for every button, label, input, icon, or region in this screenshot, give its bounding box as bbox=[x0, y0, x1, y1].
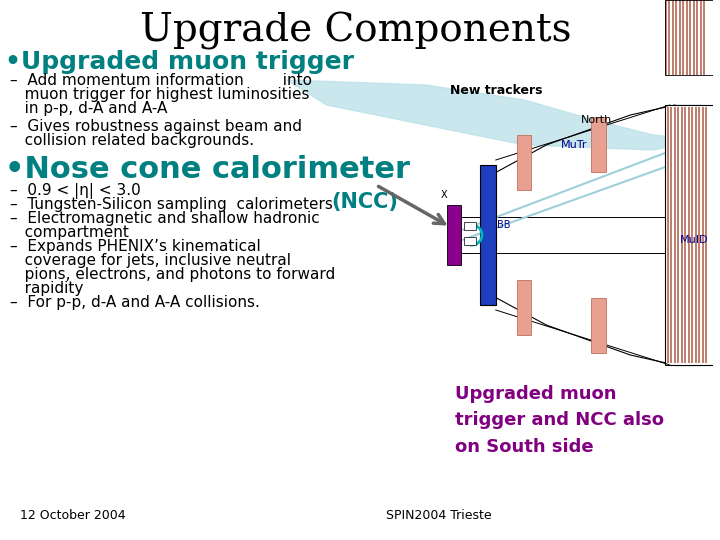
Text: –  Gives robustness against beam and: – Gives robustness against beam and bbox=[10, 119, 302, 134]
Bar bbox=[674, 107, 676, 363]
Text: BB: BB bbox=[497, 220, 510, 230]
Bar bbox=[516, 135, 531, 190]
Text: pions, electrons, and photons to forward: pions, electrons, and photons to forward bbox=[10, 267, 335, 282]
Bar bbox=[668, 0, 670, 75]
Bar bbox=[701, 107, 703, 363]
Bar bbox=[464, 237, 476, 245]
Text: (NCC): (NCC) bbox=[331, 192, 398, 212]
Bar bbox=[678, 107, 680, 363]
Text: SPIN2004 Trieste: SPIN2004 Trieste bbox=[386, 509, 492, 522]
Bar bbox=[672, 0, 674, 75]
Text: New trackers: New trackers bbox=[450, 84, 543, 97]
Text: –  For p-p, d-A and A-A collisions.: – For p-p, d-A and A-A collisions. bbox=[10, 295, 260, 310]
Bar bbox=[693, 0, 695, 75]
Bar bbox=[700, 0, 701, 75]
Polygon shape bbox=[287, 80, 703, 150]
Bar bbox=[684, 107, 686, 363]
Bar bbox=[695, 107, 697, 363]
Text: muon trigger for highest luminosities: muon trigger for highest luminosities bbox=[10, 87, 310, 102]
Bar bbox=[689, 0, 691, 75]
Bar bbox=[665, 0, 716, 75]
Bar bbox=[688, 107, 690, 363]
Bar bbox=[591, 117, 606, 172]
Text: •Nose cone calorimeter: •Nose cone calorimeter bbox=[5, 155, 410, 184]
Bar bbox=[681, 107, 683, 363]
Bar bbox=[464, 222, 476, 230]
Text: –  Add momentum information        into: – Add momentum information into bbox=[10, 73, 312, 88]
Bar bbox=[703, 0, 705, 75]
Text: compartment: compartment bbox=[10, 225, 129, 240]
Bar bbox=[447, 205, 461, 265]
Text: 12 October 2004: 12 October 2004 bbox=[19, 509, 125, 522]
Text: –  Tungsten-Silicon sampling  calorimeters: – Tungsten-Silicon sampling calorimeters bbox=[10, 197, 333, 212]
Text: MuTr: MuTr bbox=[561, 140, 588, 150]
Bar bbox=[480, 165, 496, 305]
Text: in p-p, d-A and A-A: in p-p, d-A and A-A bbox=[10, 101, 167, 116]
Bar bbox=[698, 107, 700, 363]
Text: –  Electromagnetic and shallow hadronic: – Electromagnetic and shallow hadronic bbox=[10, 211, 320, 226]
Bar bbox=[591, 298, 606, 353]
Bar bbox=[670, 107, 672, 363]
Text: collision related backgrounds.: collision related backgrounds. bbox=[10, 133, 254, 148]
Text: –  0.9 < |η| < 3.0: – 0.9 < |η| < 3.0 bbox=[10, 183, 140, 199]
Text: X: X bbox=[441, 190, 447, 200]
Text: rapidity: rapidity bbox=[10, 281, 84, 296]
Text: •Upgraded muon trigger: •Upgraded muon trigger bbox=[5, 50, 354, 74]
Bar bbox=[685, 0, 688, 75]
Bar bbox=[705, 107, 707, 363]
Bar bbox=[665, 105, 714, 365]
Text: Upgraded muon
trigger and NCC also
on South side: Upgraded muon trigger and NCC also on So… bbox=[455, 385, 665, 456]
Text: coverage for jets, inclusive neutral: coverage for jets, inclusive neutral bbox=[10, 253, 291, 268]
Text: North: North bbox=[581, 115, 612, 125]
Bar bbox=[516, 280, 531, 335]
Bar bbox=[696, 0, 698, 75]
Text: Upgrade Components: Upgrade Components bbox=[140, 12, 572, 50]
Bar bbox=[667, 107, 669, 363]
Bar bbox=[683, 0, 684, 75]
Bar bbox=[679, 0, 681, 75]
Bar bbox=[714, 100, 720, 370]
Text: MuID: MuID bbox=[680, 235, 708, 245]
Bar bbox=[665, 0, 667, 75]
Text: –  Expands PHENIX’s kinematical: – Expands PHENIX’s kinematical bbox=[10, 239, 261, 254]
Bar bbox=[675, 0, 678, 75]
Bar bbox=[691, 107, 693, 363]
